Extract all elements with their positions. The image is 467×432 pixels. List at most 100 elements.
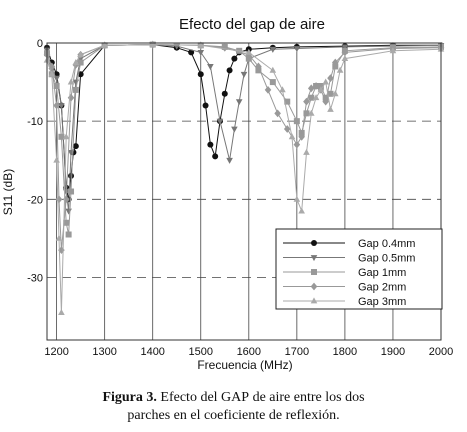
data-point	[293, 46, 301, 53]
data-point	[188, 49, 195, 56]
data-point	[269, 46, 277, 53]
data-point	[197, 41, 205, 48]
data-point	[65, 231, 72, 238]
data-point	[293, 195, 301, 202]
data-point	[77, 51, 84, 58]
data-point	[336, 66, 344, 73]
data-point	[221, 43, 229, 52]
data-point	[58, 133, 65, 140]
legend-label: Gap 3mm	[358, 296, 406, 308]
data-point	[67, 78, 75, 85]
data-point	[62, 133, 70, 140]
legend-item: Gap 1mm	[283, 267, 406, 279]
caption-gap: GAP	[221, 390, 250, 405]
data-point	[310, 282, 318, 291]
data-point	[77, 59, 84, 66]
legend-label: Gap 0.5mm	[358, 253, 415, 265]
series	[43, 42, 445, 215]
legend-box	[275, 228, 443, 310]
data-point	[264, 85, 272, 94]
data-point	[331, 90, 339, 97]
data-point	[53, 156, 60, 163]
data-point	[269, 79, 276, 86]
data-point	[288, 133, 296, 140]
data-point	[65, 208, 72, 215]
data-point	[298, 132, 305, 141]
data-point	[311, 240, 317, 246]
data-point	[72, 143, 79, 150]
x-tick-label: 1400	[140, 346, 164, 358]
data-point	[310, 297, 318, 304]
data-point	[274, 109, 281, 118]
data-point	[62, 195, 70, 204]
data-point	[68, 172, 75, 179]
data-point	[53, 101, 60, 110]
y-tick-label: -20	[27, 194, 43, 206]
series	[43, 40, 445, 316]
data-point	[308, 94, 315, 101]
data-point	[67, 93, 75, 102]
data-point	[68, 188, 75, 195]
data-point	[58, 309, 65, 316]
data-point	[72, 86, 79, 93]
data-point	[58, 103, 65, 110]
data-point	[279, 86, 286, 93]
caption-text-a: Efecto del	[160, 390, 218, 405]
data-point	[55, 234, 63, 241]
data-point	[341, 55, 349, 62]
data-point	[202, 102, 209, 109]
y-tick-labels: 0 -10 -20 -30	[27, 38, 43, 284]
data-point	[317, 86, 325, 93]
data-point	[283, 125, 291, 133]
x-tick-label: 1700	[285, 346, 309, 358]
x-axis-label: Frecuencia (MHz)	[197, 358, 292, 372]
x-tick-label: 2000	[429, 346, 453, 358]
data-point	[240, 71, 248, 78]
caption-text-b: de aire entre los dos	[252, 390, 365, 405]
caption-label: Figura 3.	[102, 390, 157, 405]
data-point	[207, 141, 214, 148]
x-tick-label: 1200	[44, 346, 68, 358]
series	[44, 41, 444, 238]
data-point	[53, 75, 60, 82]
x-tick-label: 1500	[189, 346, 213, 358]
data-point	[293, 140, 301, 149]
data-point	[63, 219, 70, 226]
legend-label: Gap 2mm	[358, 282, 406, 294]
data-point	[331, 58, 339, 67]
data-point	[341, 44, 349, 51]
data-point	[322, 78, 329, 85]
series-line	[46, 44, 441, 200]
data-point	[48, 70, 56, 77]
y-tick-label: 0	[37, 38, 43, 50]
legend-item: Gap 0.5mm	[283, 253, 415, 265]
data-point	[197, 71, 204, 78]
data-point	[212, 153, 219, 160]
data-point	[269, 66, 277, 73]
data-point	[231, 126, 238, 133]
y-tick-label: -30	[27, 272, 43, 284]
data-point	[312, 94, 320, 101]
legend-item: Gap 3mm	[283, 296, 406, 308]
x-tick-label: 1900	[381, 346, 405, 358]
legend: Gap 0.4mm Gap 0.5mm Gap 1mm Gap 2mm Gap 3mm	[275, 228, 443, 310]
data-point	[231, 55, 238, 62]
data-point	[226, 67, 233, 74]
data-point	[310, 255, 318, 262]
data-point	[207, 64, 214, 71]
data-point	[235, 99, 243, 106]
series-line	[46, 44, 442, 251]
series-line	[46, 44, 442, 212]
data-point	[221, 90, 228, 97]
data-point	[327, 90, 334, 97]
data-point	[149, 40, 157, 47]
data-point	[312, 82, 320, 90]
data-point	[303, 97, 310, 106]
data-point	[197, 49, 205, 56]
data-point	[389, 47, 397, 54]
data-point	[48, 62, 56, 71]
data-point	[307, 84, 315, 93]
data-point	[72, 58, 80, 65]
data-point	[311, 269, 317, 275]
x-tick-label: 1600	[237, 346, 261, 358]
